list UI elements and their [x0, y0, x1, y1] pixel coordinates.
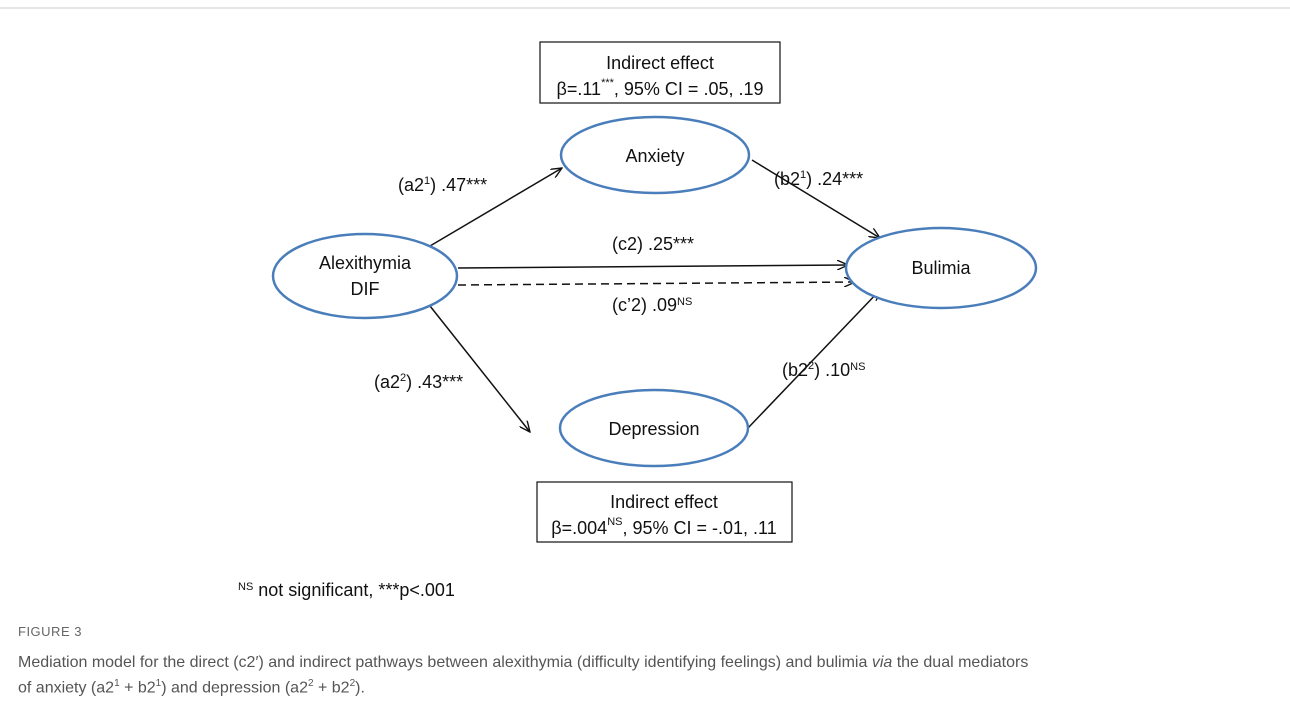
caption: Mediation model for the direct (c2′) and…	[18, 652, 1028, 698]
arrow	[457, 265, 848, 268]
caption-line: Mediation model for the direct (c2′) and…	[18, 652, 1028, 673]
node	[844, 226, 1038, 310]
node-label: Bulimia	[911, 258, 971, 278]
edge-label: (c2) .25***	[612, 234, 694, 254]
edge-label: (b21) .24***	[774, 169, 863, 189]
caption-text: ).	[355, 679, 365, 697]
box-title: Indirect effect	[610, 492, 718, 512]
caption-text: 1	[155, 678, 162, 689]
edge-label: (a22) .43***	[374, 372, 463, 392]
edge-label: (a21) .47***	[398, 175, 487, 195]
arrow	[429, 168, 562, 247]
node-label: Depression	[608, 419, 699, 439]
node-label: Alexithymia	[319, 253, 412, 273]
arrow	[747, 290, 880, 429]
caption-text: Mediation model for the direct (c2′) and…	[18, 654, 872, 671]
caption-text: 2	[307, 678, 314, 689]
caption-text: 2	[349, 678, 356, 689]
caption-line: of anxiety (a21 + b21) and depression (a…	[18, 673, 1028, 698]
arrow	[429, 305, 530, 432]
arrow	[751, 159, 880, 238]
node	[559, 115, 751, 195]
caption-text: 1	[114, 678, 120, 689]
edge-label: (b22) .10NS	[782, 360, 865, 380]
caption-text: of anxiety (a2	[18, 679, 115, 697]
edge-label: (c’2) .09NS	[612, 295, 692, 315]
box-beta: β=.004NS, 95% CI = -.01, .11	[551, 516, 776, 538]
figure-label: FIGURE 3	[18, 624, 82, 639]
footnote: NS not significant, ***p<.001	[238, 580, 455, 600]
indirect-box	[539, 41, 781, 104]
caption-text: ) and depression (a2	[161, 679, 308, 697]
indirect-box	[536, 481, 793, 543]
node	[271, 232, 459, 320]
box-beta: β=.11***, 95% CI = .05, .19	[557, 77, 764, 99]
node-label: Anxiety	[625, 146, 684, 166]
caption-text: the dual mediators	[892, 654, 1029, 671]
box-title: Indirect effect	[606, 53, 714, 73]
diagram: Indirect effect β=.11***, 95% CI = .05, …	[0, 7, 1290, 600]
node	[558, 388, 750, 468]
caption-text: + b2	[119, 679, 156, 697]
dashed-arrow	[457, 282, 855, 285]
caption-text: via	[871, 654, 893, 671]
node-label: DIF	[351, 279, 380, 299]
caption-text: + b2	[313, 679, 350, 697]
